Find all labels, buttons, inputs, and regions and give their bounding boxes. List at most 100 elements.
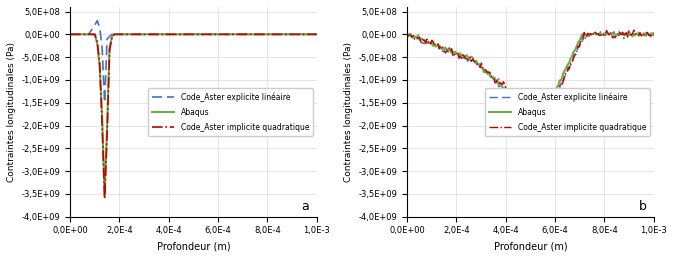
Abaqus <box>96 65 104 68</box>
Abaqus <box>650 32 658 35</box>
Code_Aster explicite linéaire <box>129 33 137 36</box>
Abaqus <box>103 124 111 127</box>
Code_Aster implicite quadratique <box>306 33 314 36</box>
Abaqus <box>292 33 300 36</box>
Code_Aster implicite quadratique <box>166 33 175 36</box>
Code_Aster explicite linéaire <box>277 33 285 36</box>
Code_Aster implicite quadratique <box>208 33 216 36</box>
Abaqus <box>108 35 116 38</box>
Code_Aster implicite quadratique <box>73 33 82 36</box>
Abaqus <box>236 33 244 36</box>
Code_Aster explicite linéaire <box>157 33 165 36</box>
Abaqus <box>250 33 258 36</box>
Abaqus <box>413 36 421 39</box>
Code_Aster explicite linéaire <box>103 37 111 41</box>
Abaqus <box>222 33 230 36</box>
Code_Aster explicite linéaire <box>228 33 236 36</box>
Code_Aster implicite quadratique <box>313 33 321 36</box>
Abaqus <box>449 50 457 53</box>
X-axis label: Profondeur (m): Profondeur (m) <box>493 241 568 251</box>
Abaqus <box>313 33 321 36</box>
Code_Aster explicite linéaire <box>221 33 229 36</box>
Abaqus <box>125 33 133 36</box>
Code_Aster implicite quadratique <box>125 33 133 36</box>
Code_Aster explicite linéaire <box>284 33 293 36</box>
Abaqus <box>194 33 202 36</box>
Code_Aster explicite linéaire <box>650 34 658 37</box>
Code_Aster explicite linéaire <box>144 33 152 36</box>
Code_Aster implicite quadratique <box>222 33 230 36</box>
Abaqus <box>100 195 109 198</box>
Text: b: b <box>638 200 646 213</box>
Code_Aster explicite linéaire <box>403 32 411 35</box>
Code_Aster explicite linéaire <box>93 19 101 22</box>
Code_Aster implicite quadratique <box>257 33 265 36</box>
Abaqus <box>640 32 648 35</box>
Code_Aster explicite linéaire <box>640 31 648 35</box>
Code_Aster explicite linéaire <box>539 123 547 126</box>
Code_Aster explicite linéaire <box>242 33 250 36</box>
Abaqus <box>536 122 544 125</box>
Abaqus <box>631 34 639 37</box>
Code_Aster explicite linéaire <box>72 33 80 36</box>
Abaqus <box>187 33 195 36</box>
Code_Aster implicite quadratique <box>250 33 258 36</box>
Code_Aster implicite quadratique <box>111 33 119 36</box>
Code_Aster explicite linéaire <box>100 101 109 104</box>
Code_Aster explicite linéaire <box>84 33 92 36</box>
Code_Aster implicite quadratique <box>640 34 648 37</box>
Abaqus <box>264 33 272 36</box>
Code_Aster explicite linéaire <box>179 33 187 36</box>
Abaqus <box>299 33 307 36</box>
Code_Aster implicite quadratique <box>187 33 195 36</box>
Code_Aster implicite quadratique <box>131 33 140 36</box>
Code_Aster implicite quadratique <box>650 32 658 35</box>
Line: Code_Aster explicite linéaire: Code_Aster explicite linéaire <box>70 21 317 103</box>
Abaqus <box>403 33 411 36</box>
Code_Aster implicite quadratique <box>631 33 639 36</box>
Code_Aster implicite quadratique <box>100 197 109 200</box>
Abaqus <box>91 33 99 36</box>
Y-axis label: Contraintes longitudinales (Pa): Contraintes longitudinales (Pa) <box>344 42 353 182</box>
Abaqus <box>306 33 314 36</box>
Code_Aster explicite linéaire <box>214 33 222 36</box>
Code_Aster explicite linéaire <box>291 33 299 36</box>
Code_Aster explicite linéaire <box>449 54 457 57</box>
Abaqus <box>159 33 167 36</box>
Code_Aster explicite linéaire <box>207 33 215 36</box>
Code_Aster implicite quadratique <box>173 33 181 36</box>
Abaqus <box>271 33 279 36</box>
Abaqus <box>215 33 223 36</box>
Code_Aster implicite quadratique <box>146 33 154 36</box>
Code_Aster implicite quadratique <box>468 58 477 61</box>
Code_Aster explicite linéaire <box>305 33 313 36</box>
Abaqus <box>106 46 114 50</box>
Code_Aster explicite linéaire <box>66 33 74 36</box>
Code_Aster explicite linéaire <box>115 33 123 36</box>
Code_Aster explicite linéaire <box>625 29 633 32</box>
Line: Code_Aster implicite quadratique: Code_Aster implicite quadratique <box>70 34 317 199</box>
Code_Aster implicite quadratique <box>418 41 426 44</box>
Code_Aster explicite linéaire <box>122 33 130 36</box>
Text: a: a <box>301 200 309 213</box>
Abaqus <box>257 33 265 36</box>
Code_Aster implicite quadratique <box>194 33 202 36</box>
Code_Aster implicite quadratique <box>264 33 272 36</box>
Abaqus <box>146 33 154 36</box>
Code_Aster implicite quadratique <box>138 33 146 36</box>
Code_Aster implicite quadratique <box>243 33 251 36</box>
Abaqus <box>243 33 251 36</box>
Code_Aster explicite linéaire <box>299 33 307 36</box>
Code_Aster implicite quadratique <box>108 36 116 39</box>
Abaqus <box>201 33 209 36</box>
Code_Aster implicite quadratique <box>236 33 244 36</box>
Abaqus <box>166 33 175 36</box>
Code_Aster implicite quadratique <box>93 40 101 43</box>
Line: Abaqus: Abaqus <box>70 34 317 196</box>
Code_Aster implicite quadratique <box>66 33 74 36</box>
Code_Aster implicite quadratique <box>88 33 96 36</box>
Code_Aster implicite quadratique <box>215 33 223 36</box>
Code_Aster implicite quadratique <box>98 124 106 127</box>
Code_Aster explicite linéaire <box>185 33 193 36</box>
Code_Aster implicite quadratique <box>271 33 279 36</box>
